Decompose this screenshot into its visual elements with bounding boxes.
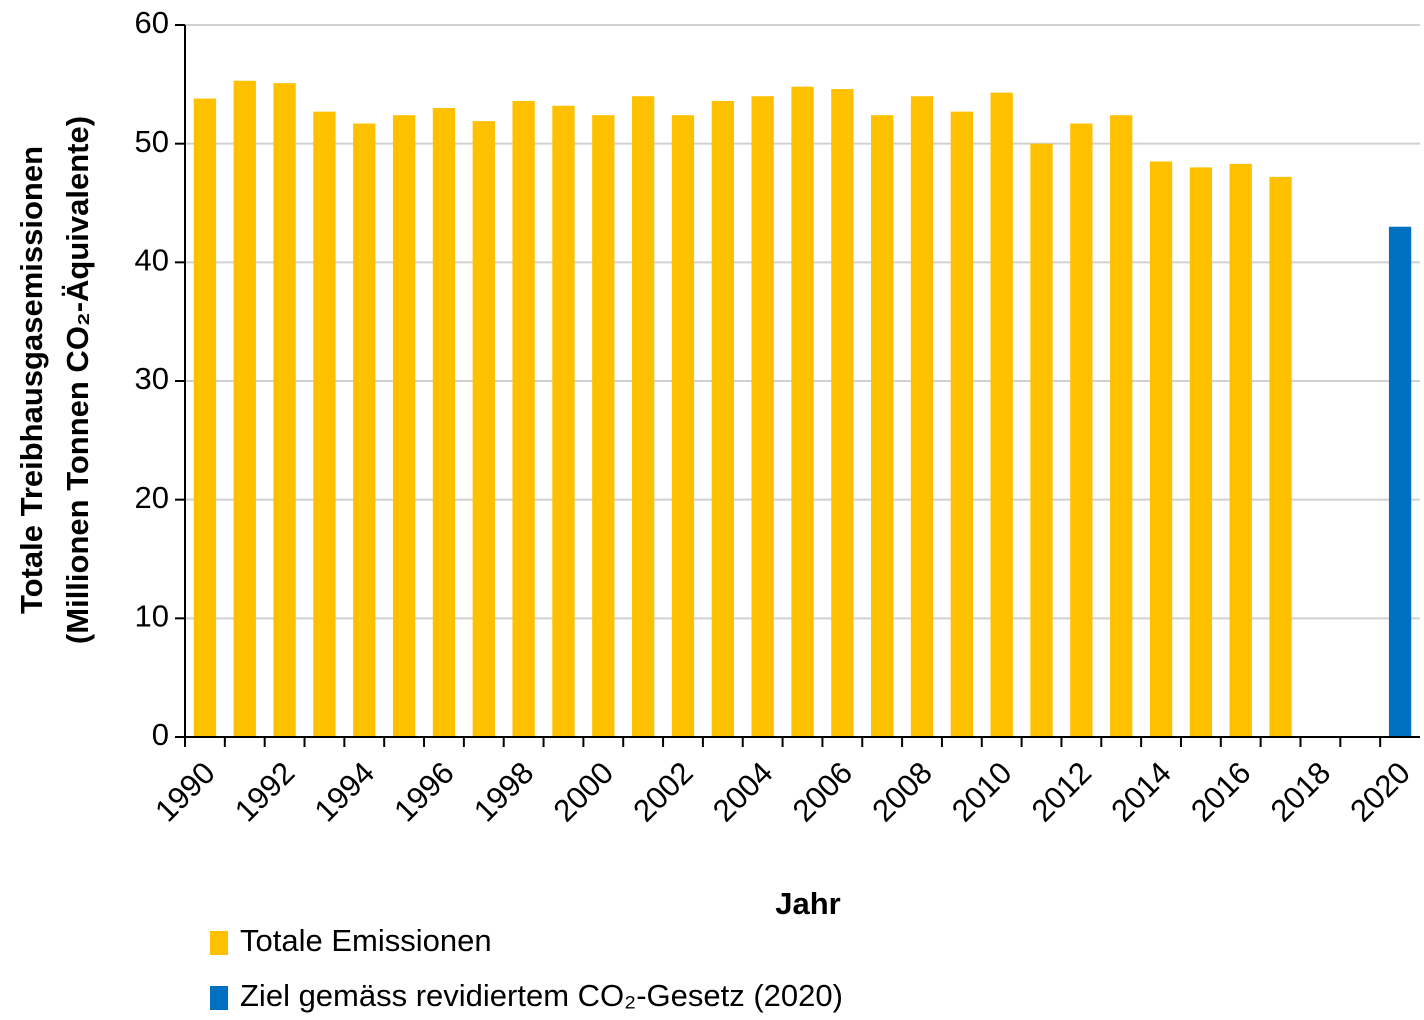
x-tick-label: 2002 [626, 755, 700, 829]
legend-swatch [210, 931, 228, 955]
bar [831, 89, 854, 737]
bar [193, 98, 217, 737]
bar [472, 121, 495, 738]
x-tick-label: 2008 [865, 755, 939, 829]
y-tick-label: 10 [135, 599, 169, 634]
bar [1070, 123, 1093, 737]
bar [552, 105, 575, 737]
legend-label: Totale Emissionen [240, 923, 492, 958]
y-tick-label: 20 [135, 480, 169, 515]
x-tick-label: 1998 [467, 755, 541, 829]
y-axis-title: Totale Treibhausgasemissionen [14, 146, 49, 614]
y-tick-label: 30 [135, 361, 169, 396]
bar [592, 115, 615, 738]
bar [512, 100, 535, 738]
bar [233, 80, 256, 738]
x-tick-label: 1990 [148, 755, 222, 829]
x-tick-label: 2018 [1264, 755, 1338, 829]
x-tick-label: 2012 [1025, 755, 1099, 829]
bar [871, 115, 894, 738]
bar [1149, 161, 1173, 737]
bar [950, 111, 974, 738]
bar [671, 115, 695, 738]
x-axis-title: Jahr [775, 886, 840, 921]
x-tick-label: 1996 [387, 755, 461, 829]
bar [392, 115, 416, 738]
legend-swatch [210, 986, 228, 1010]
bar [1189, 167, 1213, 737]
bar [1229, 163, 1252, 738]
x-tick-label: 2014 [1104, 755, 1178, 829]
bar [1030, 143, 1053, 737]
x-tick-label: 1992 [228, 755, 302, 829]
bar [751, 96, 774, 737]
bar [631, 96, 655, 737]
bar [353, 123, 376, 737]
bar [432, 108, 456, 738]
bar [1269, 176, 1292, 738]
bar [313, 111, 336, 738]
bar [791, 86, 814, 737]
bar [910, 96, 934, 737]
y-tick-label: 50 [135, 124, 169, 159]
x-tick-label: 2006 [786, 755, 860, 829]
y-tick-label: 0 [152, 717, 169, 752]
x-tick-label: 2000 [547, 755, 621, 829]
x-tick-label: 2010 [945, 755, 1019, 829]
bar [990, 92, 1013, 737]
bar [1388, 226, 1412, 737]
x-tick-label: 2004 [706, 755, 780, 829]
x-tick-label: 2020 [1343, 755, 1417, 829]
bar [1110, 115, 1133, 738]
legend-label: Ziel gemäss revidiertem CO₂-Gesetz (2020… [240, 978, 843, 1013]
y-tick-label: 40 [135, 243, 169, 278]
y-tick-label: 60 [135, 5, 169, 40]
x-tick-label: 2016 [1184, 755, 1258, 829]
x-tick-label: 1994 [308, 755, 382, 829]
bar [273, 83, 296, 737]
y-axis-title: (Millionen Tonnen CO₂-Äquivalente) [60, 116, 95, 644]
bar [711, 100, 734, 738]
